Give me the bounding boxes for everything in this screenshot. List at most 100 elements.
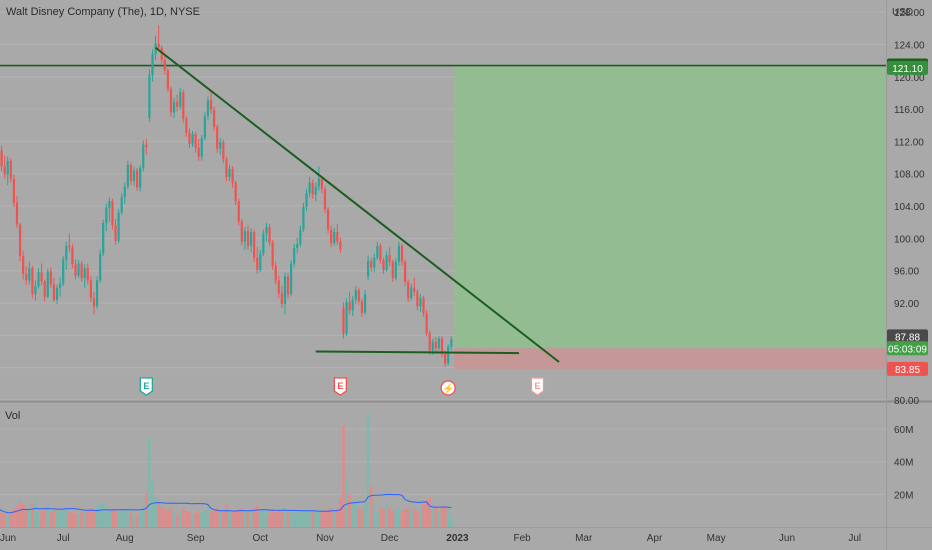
candle-body: [339, 241, 342, 250]
candle: [216, 124, 219, 153]
volume-bar: [259, 510, 262, 527]
candle: [83, 264, 86, 288]
candle-body: [440, 338, 444, 354]
candle: [391, 259, 394, 283]
candle: [447, 344, 450, 366]
volume-bar: [212, 509, 216, 527]
volume-bar: [52, 510, 56, 527]
candle: [407, 279, 410, 303]
volume-bar: [385, 504, 388, 527]
volume-bar: [246, 510, 250, 527]
candle-body: [43, 281, 46, 297]
candle-body: [302, 206, 305, 230]
candle-body: [49, 271, 52, 285]
time-axis-label: 2023: [446, 533, 469, 544]
candle-body: [342, 307, 345, 334]
price-badge: 83.85: [887, 361, 928, 376]
candle-body: [314, 186, 317, 195]
candle: [333, 227, 336, 246]
candle: [277, 275, 280, 299]
volume-bar: [397, 507, 401, 527]
candle: [274, 261, 277, 285]
long-position-profit-zone: [454, 65, 886, 349]
candle: [179, 88, 182, 110]
candle: [89, 276, 92, 303]
candle: [185, 116, 188, 137]
candle: [3, 155, 6, 179]
candle-body: [6, 160, 9, 175]
volume-bar: [108, 510, 111, 527]
candle: [55, 284, 59, 304]
candle-body: [265, 227, 268, 234]
candle-body: [296, 244, 299, 249]
time-axis-label: Sep: [187, 533, 205, 544]
candle: [74, 259, 77, 280]
volume-bar: [34, 500, 37, 527]
candle-body: [213, 109, 216, 127]
candle: [271, 240, 274, 270]
dividend-marker-label: ⚡: [442, 382, 454, 395]
volume-bar: [160, 507, 164, 527]
candle: [40, 263, 43, 286]
candle: [108, 197, 111, 222]
candle-body: [299, 229, 302, 245]
candle-body: [422, 298, 425, 314]
candle-body: [394, 261, 397, 278]
volume-bar: [31, 504, 34, 527]
candle: [102, 219, 105, 257]
time-axis-label: Apr: [647, 533, 663, 544]
volume-tick-label: 60M: [894, 425, 913, 436]
candle-body: [194, 134, 197, 148]
volume-bar: [175, 513, 179, 527]
candle-body: [283, 276, 287, 304]
candle-body: [222, 142, 225, 160]
price-badge-label: 83.85: [895, 365, 920, 376]
volume-bar: [92, 509, 96, 527]
candle-body: [80, 263, 83, 278]
candle-body: [345, 302, 348, 334]
candle: [450, 336, 453, 351]
candle-body: [249, 231, 253, 246]
candle-body: [400, 245, 404, 262]
candle-body: [444, 353, 447, 364]
volume-bar: [443, 505, 447, 527]
candle: [203, 112, 206, 141]
candle-body: [357, 290, 360, 302]
candle: [43, 279, 46, 302]
price-tick-label: 128.00: [894, 8, 925, 19]
candle: [283, 272, 287, 315]
candle: [237, 198, 240, 226]
volume-bar: [132, 513, 136, 527]
volume-bar: [382, 509, 385, 527]
volume-bar: [98, 504, 102, 527]
candle: [62, 256, 65, 287]
candle: [351, 295, 354, 316]
candle-body: [157, 43, 160, 48]
candle-body: [434, 341, 437, 349]
volume-bar: [61, 510, 65, 527]
candle-body: [151, 54, 154, 76]
candle-body: [191, 134, 194, 144]
candle: [105, 203, 108, 232]
candle-body: [333, 231, 336, 244]
candle-body: [77, 263, 80, 276]
candle: [15, 196, 19, 228]
volume-bar: [138, 512, 142, 527]
volume-bar: [351, 502, 354, 527]
candle-body: [95, 280, 99, 307]
candle-body: [286, 276, 290, 295]
candle-body: [259, 253, 262, 270]
candle-body: [373, 257, 376, 268]
candle: [394, 257, 397, 281]
candle: [120, 193, 123, 215]
candle: [59, 277, 62, 297]
candle: [437, 336, 441, 351]
candle: [139, 164, 142, 192]
candle: [52, 277, 56, 303]
volume-bar: [345, 478, 348, 527]
volume-bar: [255, 505, 259, 527]
candle: [308, 176, 311, 198]
volume-tick-label: 40M: [894, 458, 913, 469]
volume-bar: [206, 507, 210, 527]
